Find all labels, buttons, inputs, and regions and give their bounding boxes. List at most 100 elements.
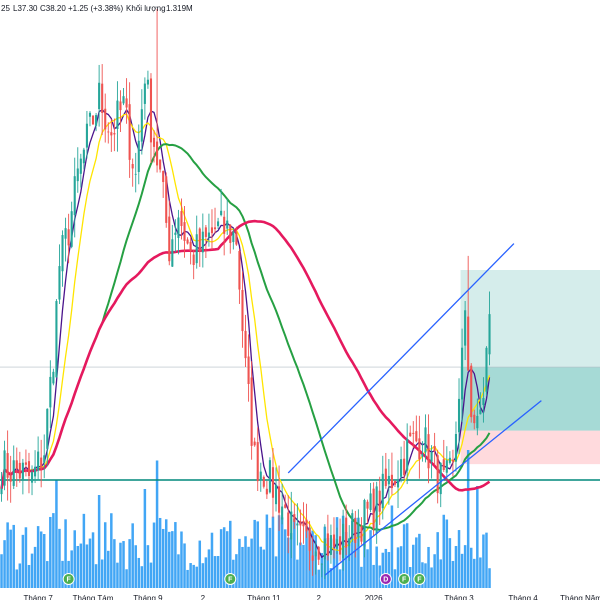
candle-up — [430, 445, 433, 479]
candle-up — [396, 460, 400, 509]
volume-bar — [250, 538, 253, 588]
candle-body — [339, 536, 342, 555]
volume-bar — [164, 519, 168, 588]
candle-body — [317, 546, 320, 560]
candle-body — [345, 517, 348, 548]
candle-down — [119, 90, 122, 133]
volume-bar — [286, 537, 290, 588]
event-marker-f[interactable]: F — [398, 573, 411, 585]
candle-down — [247, 334, 250, 402]
volume-bar — [207, 549, 211, 588]
candle-body — [207, 232, 210, 237]
volume-bar — [134, 545, 137, 588]
event-marker-circle — [224, 573, 237, 585]
volume-bar — [36, 526, 40, 588]
candle-up — [58, 244, 61, 304]
volume-bar — [192, 564, 195, 588]
candle-body — [274, 484, 278, 505]
volume-bar — [424, 563, 427, 588]
event-marker-f[interactable]: F — [224, 573, 237, 585]
candle-up — [448, 451, 451, 465]
candle-body — [250, 377, 253, 446]
candle-down — [40, 439, 43, 488]
volume-bar — [137, 557, 141, 588]
event-marker-letter: D — [383, 577, 388, 584]
candle-body — [412, 432, 415, 434]
candle-up — [479, 392, 482, 415]
candle-down — [204, 224, 207, 259]
candle-up — [329, 524, 332, 564]
candle-down — [189, 236, 192, 265]
candle-body — [122, 96, 125, 104]
candle-body — [326, 533, 329, 556]
candle-body — [73, 176, 76, 216]
volume-bar — [317, 569, 320, 588]
candle-body — [265, 488, 268, 495]
event-marker-f[interactable]: F — [62, 573, 75, 585]
time-axis-label: 2 — [201, 594, 206, 600]
candle-down — [128, 82, 131, 178]
channel-upper-line[interactable] — [287, 243, 515, 474]
volume-bar — [198, 540, 202, 588]
candle-body — [253, 441, 256, 446]
candle-down — [159, 159, 162, 173]
candle-up — [217, 217, 220, 229]
candle-down — [149, 73, 153, 164]
trend-channel[interactable] — [287, 243, 542, 576]
volume-bar — [283, 529, 287, 588]
candle-up — [290, 491, 293, 559]
candle-down — [467, 255, 470, 372]
volume-bar — [326, 538, 330, 588]
candle-body — [107, 131, 110, 133]
candle-down — [360, 517, 363, 545]
volume-bar — [146, 545, 150, 588]
volume-bar — [408, 567, 412, 588]
candle-up — [46, 408, 49, 467]
volume-bar — [442, 514, 446, 588]
event-marker-letter: F — [417, 577, 422, 584]
candle-down — [393, 480, 397, 488]
time-axis-label: 2 — [316, 594, 321, 600]
candle-body — [52, 371, 55, 384]
candle-body — [201, 231, 204, 253]
candle-body — [137, 140, 140, 172]
candle-body — [156, 141, 159, 166]
event-marker-f[interactable]: F — [413, 573, 426, 585]
volume-bar — [91, 532, 95, 588]
candle-down — [293, 503, 296, 529]
candle-body — [146, 79, 149, 85]
candle-up — [406, 423, 409, 485]
candle-down — [354, 510, 357, 558]
event-marker-d[interactable]: D — [379, 573, 392, 585]
channel-lower-line[interactable] — [324, 400, 542, 576]
time-axis-label: 2026 — [365, 594, 383, 600]
candle-body — [375, 486, 378, 534]
candle-body — [314, 551, 317, 557]
candle-down — [253, 437, 256, 447]
candle-down — [378, 476, 381, 525]
candle-up — [30, 465, 34, 496]
candle-body — [131, 164, 134, 169]
candle-body — [104, 108, 107, 130]
candle-down — [299, 509, 302, 546]
candle-body — [165, 176, 168, 223]
candle-down — [317, 545, 320, 566]
volume-bar — [18, 563, 22, 588]
volume-bar — [201, 563, 205, 588]
volume-bar — [247, 546, 250, 588]
candle-body — [363, 500, 366, 547]
candle-body — [49, 376, 52, 408]
candle-down — [192, 249, 195, 280]
candle-body — [259, 471, 262, 481]
candle-up — [274, 467, 278, 512]
volume-bar — [24, 527, 28, 588]
candle-down — [332, 517, 336, 559]
volume-bar — [49, 516, 52, 588]
candle-body — [88, 112, 92, 117]
candle-body — [400, 459, 403, 477]
volume-bar — [268, 527, 272, 588]
candle-down — [427, 414, 430, 484]
